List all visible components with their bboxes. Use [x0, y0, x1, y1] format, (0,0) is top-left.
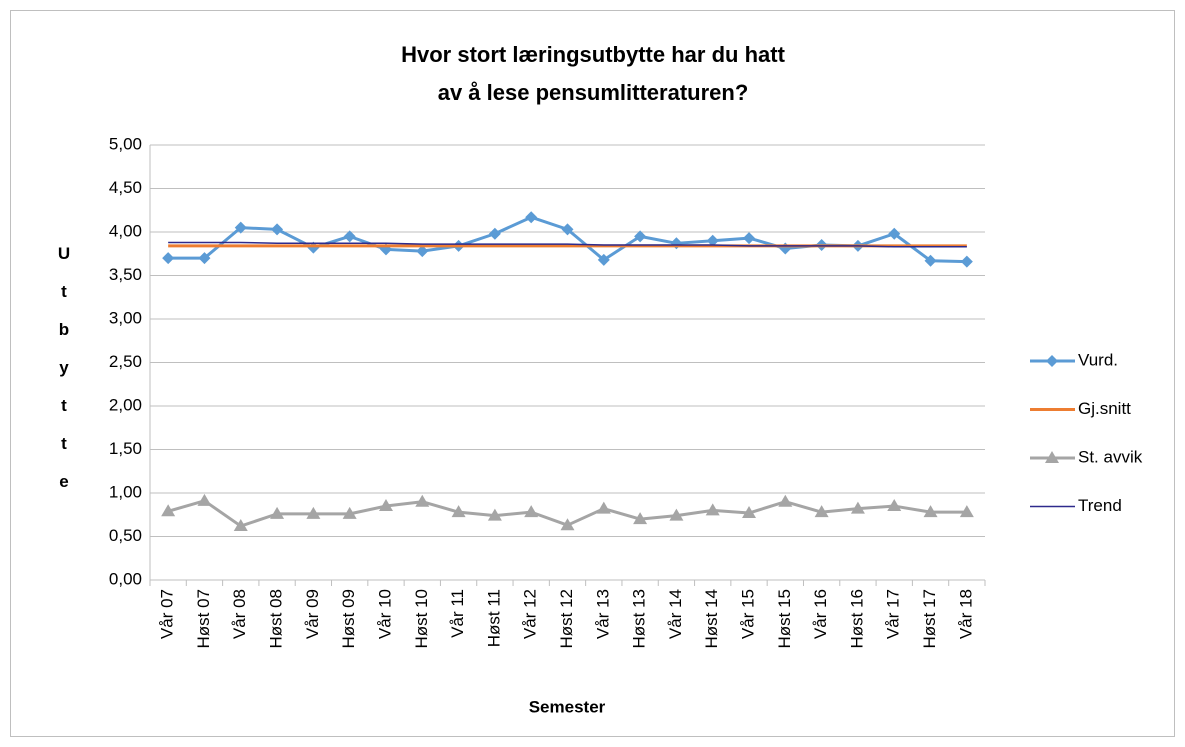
diamond-marker — [924, 254, 937, 267]
triangle-marker — [560, 518, 575, 531]
x-tick-label: Høst 10 — [412, 589, 431, 649]
x-tick-label: Vår 16 — [811, 589, 830, 639]
legend-label: Trend — [1078, 496, 1122, 515]
x-tick-label: Høst 08 — [267, 589, 286, 649]
chart-border — [10, 10, 1175, 737]
x-tick-label: Høst 11 — [484, 589, 503, 647]
x-tick-label: Høst 07 — [194, 589, 213, 649]
triangle-marker — [633, 512, 648, 525]
diamond-marker — [706, 234, 719, 247]
y-tick-label: 0,00 — [109, 569, 142, 588]
triangle-marker — [596, 501, 611, 514]
triangle-marker — [342, 506, 357, 519]
x-tick-label: Vår 18 — [956, 589, 975, 639]
triangle-marker — [850, 501, 865, 514]
triangle-marker — [161, 504, 176, 517]
y-axis-title: Utbytte — [55, 244, 74, 510]
chart-title: av å lese pensumlitteraturen? — [438, 80, 749, 105]
diamond-marker — [198, 252, 211, 265]
x-tick-label: Høst 15 — [775, 589, 794, 649]
triangle-marker — [705, 503, 720, 516]
x-tick-label: Vår 13 — [593, 589, 612, 639]
x-tick-label: Vår 17 — [884, 589, 903, 639]
triangle-marker — [306, 506, 321, 519]
x-tick-label: Vår 09 — [303, 589, 322, 639]
x-tick-label: Vår 07 — [158, 589, 177, 639]
triangle-marker — [669, 508, 684, 521]
diamond-marker — [234, 221, 247, 234]
x-tick-label: Vår 14 — [666, 589, 685, 639]
triangle-marker — [451, 505, 466, 518]
triangle-marker — [814, 505, 829, 518]
series-line — [168, 241, 967, 248]
legend-label: St. avvik — [1078, 447, 1143, 466]
y-tick-label: 2,50 — [109, 352, 142, 371]
y-tick-label: 4,00 — [109, 221, 142, 240]
x-tick-label: Vår 15 — [739, 589, 758, 639]
diamond-marker — [162, 252, 175, 265]
legend-marker — [1045, 451, 1059, 463]
diamond-marker — [488, 227, 501, 240]
diamond-marker — [271, 223, 284, 236]
x-tick-label: Høst 17 — [920, 589, 939, 649]
y-tick-label: 1,50 — [109, 439, 142, 458]
chart-title: Hvor stort læringsutbytte har du hatt — [401, 42, 785, 67]
triangle-marker — [742, 506, 757, 519]
y-tick-label: 0,50 — [109, 526, 142, 545]
triangle-marker — [233, 519, 248, 532]
diamond-marker — [343, 230, 356, 243]
diamond-marker — [888, 227, 901, 240]
x-tick-label: Vår 10 — [375, 589, 394, 639]
x-axis-title: Semester — [529, 697, 606, 716]
x-tick-label: Vår 12 — [521, 589, 540, 639]
triangle-marker — [524, 505, 539, 518]
x-tick-label: Høst 09 — [339, 589, 358, 649]
triangle-marker — [197, 493, 212, 506]
diamond-marker — [416, 245, 429, 258]
triangle-marker — [415, 494, 430, 507]
diamond-marker — [561, 223, 574, 236]
x-tick-label: Høst 16 — [847, 589, 866, 649]
diamond-marker — [525, 211, 538, 224]
y-tick-label: 2,00 — [109, 395, 142, 414]
triangle-marker — [778, 494, 793, 507]
y-tick-label: 4,50 — [109, 178, 142, 197]
x-tick-label: Vår 08 — [230, 589, 249, 639]
triangle-marker — [887, 499, 902, 512]
x-tick-label: Høst 12 — [557, 589, 576, 649]
triangle-marker — [487, 508, 502, 521]
x-tick-label: Vår 11 — [448, 589, 467, 638]
triangle-marker — [923, 505, 938, 518]
y-tick-label: 3,00 — [109, 308, 142, 327]
triangle-marker — [959, 505, 974, 518]
legend-marker — [1046, 355, 1058, 367]
legend-label: Vurd. — [1078, 350, 1118, 369]
legend-label: Gj.snitt — [1078, 399, 1131, 418]
y-tick-label: 5,00 — [109, 134, 142, 153]
y-tick-label: 1,00 — [109, 482, 142, 501]
triangle-marker — [378, 499, 393, 512]
diamond-marker — [743, 232, 756, 245]
diamond-marker — [960, 255, 973, 268]
x-tick-label: Høst 13 — [630, 589, 649, 649]
triangle-marker — [270, 506, 285, 519]
x-tick-label: Høst 14 — [702, 589, 721, 649]
y-tick-label: 3,50 — [109, 265, 142, 284]
diamond-marker — [597, 253, 610, 266]
diamond-marker — [634, 230, 647, 243]
